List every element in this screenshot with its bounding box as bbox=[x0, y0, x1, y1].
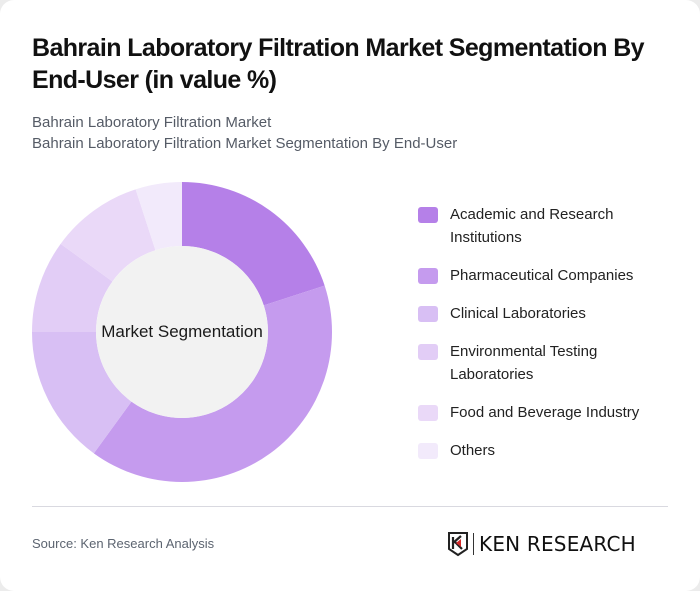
donut-center bbox=[96, 246, 268, 418]
source-note: Source: Ken Research Analysis bbox=[32, 536, 215, 551]
donut-slice[interactable] bbox=[182, 182, 325, 306]
legend-label: Academic and Research Institutions bbox=[450, 206, 614, 246]
legend-swatch-icon bbox=[418, 443, 438, 459]
logo-separator bbox=[473, 533, 474, 555]
legend-item[interactable]: Others bbox=[418, 439, 678, 462]
ken-research-logo: KEN RESEARCH bbox=[447, 530, 636, 558]
legend-swatch-icon bbox=[418, 344, 438, 360]
donut-slice[interactable] bbox=[32, 332, 132, 454]
subtitle-market: Bahrain Laboratory Filtration Market bbox=[32, 114, 272, 131]
ken-research-shield-icon bbox=[448, 532, 468, 557]
donut-slice[interactable] bbox=[93, 285, 333, 482]
chart-legend: Academic and Research Institutions Pharma… bbox=[418, 203, 678, 477]
donut-slice[interactable] bbox=[32, 243, 113, 332]
donut-chart bbox=[32, 182, 333, 482]
chart-subtitle: Bahrain Laboratory Filtration Market Bah… bbox=[32, 112, 457, 154]
subtitle-segmentation: Bahrain Laboratory Filtration Market Seg… bbox=[32, 135, 458, 152]
donut-slice[interactable] bbox=[135, 182, 182, 251]
legend-item[interactable]: Academic and Research Institutions bbox=[418, 203, 678, 249]
legend-label: Others bbox=[450, 442, 496, 459]
chart-title: Bahrain Laboratory Filtration Market Seg… bbox=[32, 34, 645, 94]
legend-item[interactable]: Food and Beverage Industry bbox=[418, 401, 678, 424]
legend-item[interactable]: Clinical Laboratories bbox=[418, 302, 678, 325]
legend-swatch-icon bbox=[418, 207, 438, 223]
legend-label: Food and Beverage Industry bbox=[450, 404, 640, 421]
legend-swatch-icon bbox=[418, 405, 438, 421]
donut-slice[interactable] bbox=[60, 189, 156, 282]
footer-divider bbox=[32, 506, 668, 507]
legend-swatch-icon bbox=[418, 306, 438, 322]
legend-item[interactable]: Environmental Testing Laboratories bbox=[418, 340, 678, 386]
legend-label: Pharmaceutical Companies bbox=[450, 267, 634, 284]
legend-label: Clinical Laboratories bbox=[450, 305, 586, 322]
logo-text: KEN RESEARCH bbox=[479, 532, 636, 556]
legend-label: Environmental Testing Laboratories bbox=[450, 343, 598, 383]
legend-swatch-icon bbox=[418, 268, 438, 284]
legend-item[interactable]: Pharmaceutical Companies bbox=[418, 264, 678, 287]
